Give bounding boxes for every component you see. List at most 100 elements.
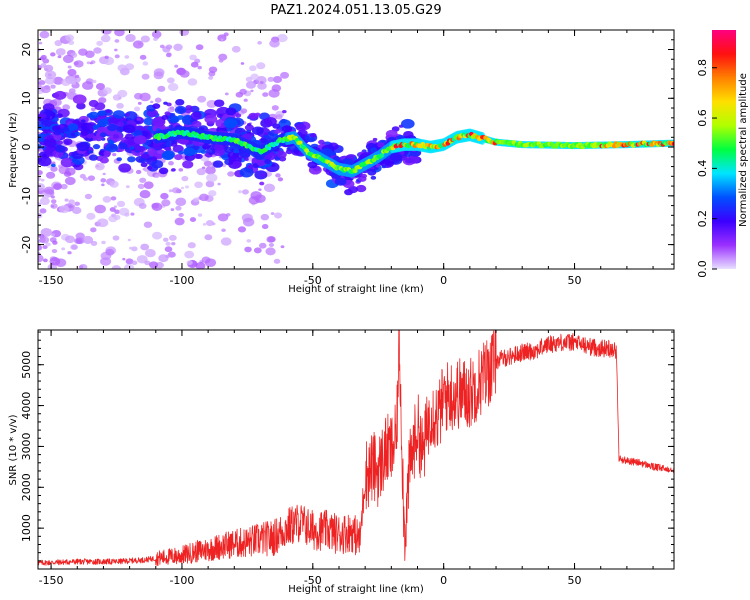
spectrogram-noise-blob bbox=[125, 185, 130, 189]
spectrogram-noise-blob bbox=[142, 168, 146, 171]
spectrogram-noise-blob bbox=[122, 257, 126, 261]
spectrogram-noise-blob bbox=[275, 173, 281, 178]
spectrogram-noise-blob bbox=[167, 106, 175, 113]
spectrogram-noise-blob bbox=[135, 169, 142, 175]
spectrogram-noise-blob bbox=[181, 175, 189, 182]
spectrogram-noise-blob bbox=[167, 83, 179, 92]
spectrogram-noise-blob bbox=[253, 247, 262, 254]
spectrogram-noise-blob bbox=[101, 183, 105, 187]
spectrogram-noise-blob bbox=[57, 55, 62, 59]
spectrogram-band-blob bbox=[263, 116, 277, 127]
spectrogram-noise-blob bbox=[161, 199, 171, 207]
spectrogram-noise-blob bbox=[64, 176, 76, 186]
spectrogram-noise-blob bbox=[93, 47, 102, 54]
spectrogram-noise-blob bbox=[171, 242, 176, 246]
snr-y-tick-label: 2000 bbox=[20, 473, 33, 501]
spectrogram-noise-blob bbox=[208, 75, 214, 80]
spectrogram-band-blob bbox=[204, 153, 210, 157]
spectrogram-noise-blob bbox=[68, 199, 75, 205]
snr-x-tick-label: -150 bbox=[39, 574, 64, 587]
spectrogram-noise-blob bbox=[74, 201, 81, 206]
spectrogram-band-blob bbox=[204, 114, 218, 124]
spectrogram-noise-blob bbox=[40, 227, 52, 237]
spectrogram-noise-blob bbox=[138, 42, 142, 45]
spectrogram-noise-blob bbox=[117, 64, 127, 72]
spectrogram-noise-blob bbox=[104, 55, 109, 59]
spectrogram-noise-blob bbox=[127, 238, 131, 242]
spectrogram-band-blob bbox=[377, 142, 385, 148]
spectrogram-noise-blob bbox=[257, 82, 267, 90]
spectrogram-band-blob bbox=[63, 138, 73, 146]
spectrogram-noise-blob bbox=[131, 246, 138, 252]
colorbar-tick-label: 0.8 bbox=[696, 59, 709, 77]
spectrogram-band-blob bbox=[247, 164, 254, 169]
spectrogram-noise-blob bbox=[71, 206, 82, 215]
spectrogram-noise-blob bbox=[184, 250, 195, 259]
spectrogram-noise-blob bbox=[38, 41, 43, 45]
spectrogram-noise-blob bbox=[173, 43, 183, 51]
spectrogram-band-blob bbox=[282, 110, 287, 114]
spectrogram-noise-blob bbox=[208, 66, 218, 73]
spectrogram-band-blob bbox=[233, 148, 240, 154]
spectrogram-noise-blob bbox=[100, 209, 105, 213]
spectrogram-band-blob bbox=[212, 160, 224, 168]
spectrogram-noise-blob bbox=[102, 172, 106, 176]
spectrogram-noise-blob bbox=[164, 246, 173, 253]
snr-y-tick-label: 1000 bbox=[20, 514, 33, 542]
spectrogram-noise-blob bbox=[75, 232, 85, 240]
spectrogram-noise-blob bbox=[175, 197, 187, 207]
spectrogram-noise-blob bbox=[194, 181, 203, 189]
figure-title: PAZ1.2024.051.13.05.G29 bbox=[270, 3, 441, 18]
colorbar-tick-label: 0.2 bbox=[696, 210, 709, 228]
spectrogram-noise-blob bbox=[114, 30, 125, 37]
spectrogram-band-blob bbox=[44, 126, 50, 130]
spectrogram-noise-blob bbox=[54, 40, 63, 47]
spectrogram-noise-blob bbox=[165, 241, 171, 246]
spectrogram-band-blob bbox=[112, 110, 125, 119]
spectrogram-noise-blob bbox=[50, 52, 56, 57]
spectrogram-band-blob bbox=[55, 144, 66, 153]
spectrogram-noise-blob bbox=[105, 248, 115, 256]
spectrogram-noise-blob bbox=[131, 260, 138, 265]
spectrogram-noise-blob bbox=[90, 240, 98, 246]
spectrogram-noise-blob bbox=[96, 40, 103, 46]
spectrogram-band-blob bbox=[161, 115, 169, 120]
spectrogram-band-blob bbox=[136, 145, 146, 153]
spectrogram-noise-blob bbox=[62, 54, 74, 64]
spectrogram-band-blob bbox=[281, 125, 293, 133]
spectrogram-noise-blob bbox=[168, 161, 174, 166]
spectrogram-band-blob bbox=[50, 163, 56, 168]
spectrogram-noise-blob bbox=[139, 177, 147, 183]
spectrogram-noise-blob bbox=[240, 108, 248, 114]
spectrogram-band-blob bbox=[334, 177, 347, 186]
spectrogram-band-blob bbox=[97, 118, 109, 127]
spectrogram-noise-blob bbox=[205, 166, 216, 175]
spectrogram-noise-blob bbox=[160, 192, 169, 200]
spectrogram-band-blob bbox=[226, 128, 232, 132]
spectrogram-noise-blob bbox=[100, 34, 111, 43]
spectrogram-band-blob bbox=[285, 149, 293, 155]
spectrogram-band-blob bbox=[97, 110, 106, 117]
spectrogram-noise-blob bbox=[273, 258, 281, 264]
spectrogram-noise-blob bbox=[245, 76, 253, 82]
spectrogram-noise-blob bbox=[206, 173, 218, 183]
spectrogram-band-blob bbox=[216, 113, 223, 118]
spectrogram-noise-blob bbox=[220, 38, 224, 41]
spectrogram-band-blob bbox=[202, 144, 210, 150]
spectrogram-noise-blob bbox=[38, 183, 46, 191]
spectrogram-band-blob bbox=[140, 162, 148, 168]
spectrogram-band-blob bbox=[213, 143, 224, 152]
spectrogram-x-tick-label: -150 bbox=[39, 274, 64, 287]
spectrogram-band-blob bbox=[404, 157, 413, 164]
spectrogram-band-blob bbox=[190, 112, 202, 121]
spectrogram-noise-blob bbox=[242, 189, 249, 195]
spectrogram-band-blob bbox=[163, 101, 168, 105]
spectrogram-band-blob bbox=[88, 111, 99, 119]
spectrogram-noise-blob bbox=[140, 243, 150, 251]
spectrogram-noise-blob bbox=[238, 190, 243, 194]
spectrogram-noise-blob bbox=[195, 44, 204, 51]
spectrogram-noise-blob bbox=[116, 102, 124, 109]
spectrogram-band-blob bbox=[116, 157, 122, 162]
spectrogram-noise-blob bbox=[224, 92, 229, 96]
snr-plot-area bbox=[38, 330, 674, 566]
